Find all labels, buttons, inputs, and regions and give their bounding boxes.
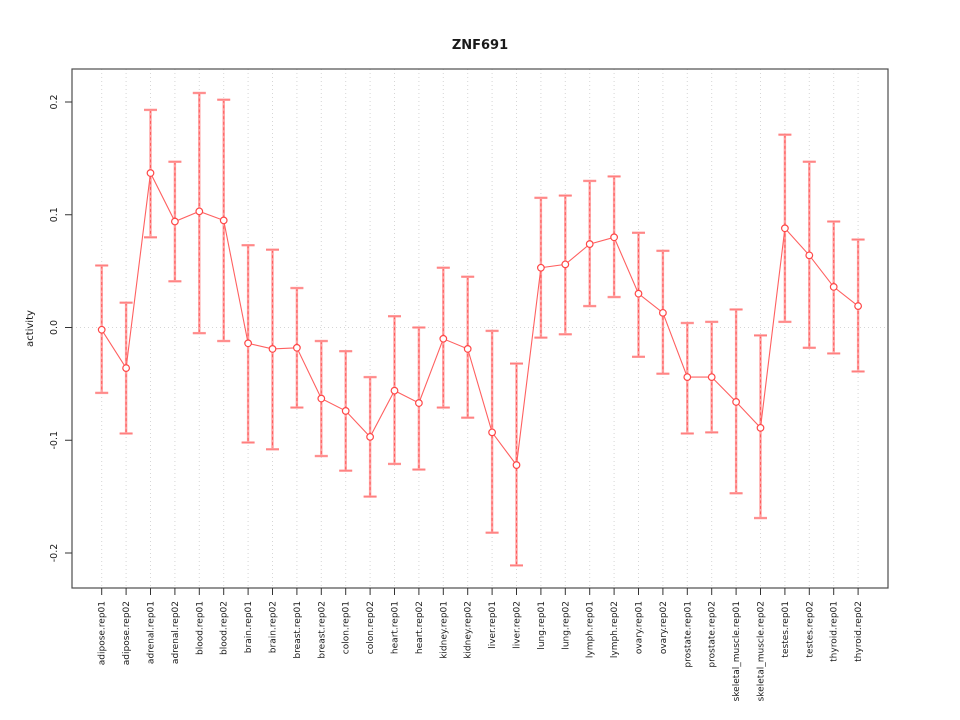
data-point: [415, 399, 423, 407]
x-tick-label: liver.rep02: [513, 601, 523, 649]
data-point: [390, 386, 399, 395]
data-point: [683, 373, 692, 382]
y-axis-title: activity: [25, 310, 36, 347]
x-tick-label: brain.rep01: [244, 601, 254, 653]
series-line: [101, 171, 859, 467]
data-point: [512, 461, 521, 469]
x-tick-label: skeletal_muscle.rep01: [732, 601, 742, 701]
data-point: [170, 217, 179, 226]
data-point: [561, 260, 570, 269]
data-point: [610, 233, 618, 242]
x-tick-label: brain.rep02: [269, 601, 279, 653]
x-tick-label: kidney.rep01: [439, 601, 449, 659]
data-point: [366, 432, 375, 441]
data-point: [97, 325, 106, 334]
x-tick-label: lung.rep02: [561, 601, 571, 650]
x-tick-label: thyroid.rep01: [830, 601, 840, 662]
data-point: [634, 289, 643, 298]
x-tick-label: adipose.rep01: [98, 601, 108, 665]
x-tick-label: skeletal_muscle.rep02: [757, 601, 767, 701]
x-axis: adipose.rep01 adipose.rep02 adrenal.rep01 a…: [98, 588, 864, 701]
x-tick-label: lymph.rep01: [586, 601, 596, 658]
y-axis: -0.2 -0.1 0.0 0.1 0.2: [49, 94, 72, 562]
data-point: [732, 398, 740, 406]
x-tick-label: adipose.rep02: [122, 601, 132, 665]
data-point: [854, 302, 862, 310]
data-point: [439, 334, 448, 343]
data-point: [146, 169, 155, 177]
x-tick-label: blood.rep02: [220, 601, 230, 655]
y-tick-label: 0.2: [49, 94, 60, 109]
x-tick-label: ovary.rep01: [635, 601, 645, 654]
y-tick-label: 0.1: [49, 207, 60, 222]
x-tick-label: heart.rep01: [391, 601, 401, 654]
x-tick-label: blood.rep01: [195, 601, 205, 655]
data-points: [97, 169, 862, 469]
data-point: [244, 339, 253, 348]
x-tick-label: liver.rep01: [488, 601, 498, 649]
data-point: [219, 216, 228, 225]
x-tick-label: adrenal.rep01: [147, 601, 157, 664]
data-point: [195, 207, 204, 216]
series-polyline: [101, 171, 859, 467]
x-tick-label: colon.rep02: [366, 601, 376, 654]
x-tick-label: lung.rep01: [537, 601, 547, 650]
data-point: [463, 345, 472, 353]
y-tick-label: -0.1: [49, 431, 60, 450]
data-point: [781, 224, 789, 233]
data-point: [488, 428, 497, 437]
data-point: [805, 251, 814, 260]
data-point: [756, 423, 765, 432]
data-point: [317, 394, 326, 403]
x-tick-label: prostate.rep01: [683, 601, 693, 668]
x-tick-label: breast.rep02: [317, 601, 327, 659]
x-tick-label: lymph.rep02: [610, 601, 620, 658]
y-tick-label: 0.0: [49, 320, 60, 335]
x-tick-label: colon.rep01: [342, 601, 352, 654]
data-point: [268, 345, 277, 353]
data-point: [122, 364, 130, 372]
plot-frame: [71, 68, 889, 589]
x-tick-label: heart.rep02: [415, 601, 425, 654]
x-tick-label: ovary.rep02: [659, 601, 669, 654]
data-point: [537, 263, 545, 272]
error-bars: [95, 91, 865, 567]
x-tick-label: adrenal.rep02: [171, 601, 181, 664]
data-point: [829, 283, 838, 291]
data-point: [585, 240, 594, 248]
gridlines: [101, 69, 859, 588]
data-point: [341, 407, 350, 415]
chart-title: ZNF691: [452, 38, 508, 53]
data-point: [293, 343, 301, 352]
data-point: [707, 373, 716, 382]
x-tick-label: testes.rep01: [781, 601, 791, 658]
y-tick-label: -0.2: [49, 544, 60, 563]
x-tick-label: breast.rep01: [293, 601, 303, 659]
x-tick-label: testes.rep02: [805, 601, 815, 658]
x-tick-label: kidney.rep02: [464, 601, 474, 659]
x-tick-label: thyroid.rep02: [854, 601, 864, 662]
data-point: [659, 308, 667, 317]
x-tick-label: prostate.rep02: [708, 601, 718, 668]
